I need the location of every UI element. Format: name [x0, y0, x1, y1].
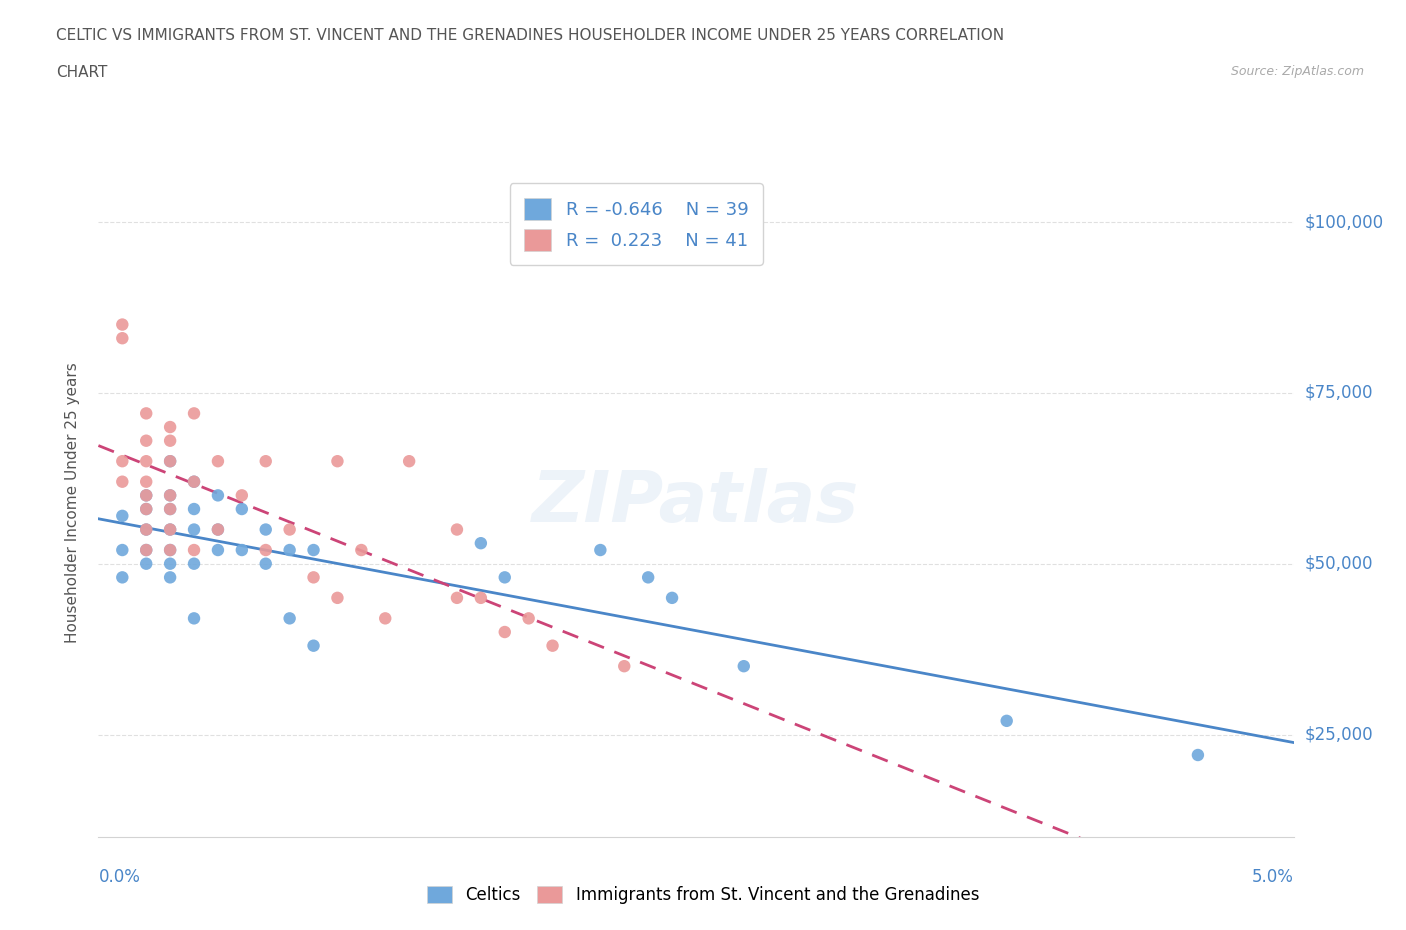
Point — [159, 556, 181, 571]
Text: $50,000: $50,000 — [1305, 554, 1374, 573]
Point — [446, 591, 468, 605]
Text: $25,000: $25,000 — [1305, 725, 1374, 743]
Point — [135, 474, 157, 489]
Text: CELTIC VS IMMIGRANTS FROM ST. VINCENT AND THE GRENADINES HOUSEHOLDER INCOME UNDE: CELTIC VS IMMIGRANTS FROM ST. VINCENT AN… — [56, 28, 1004, 43]
Legend: R = -0.646    N = 39, R =  0.223    N = 41: R = -0.646 N = 39, R = 0.223 N = 41 — [509, 183, 763, 265]
Point — [254, 522, 277, 537]
Point — [326, 591, 349, 605]
Point — [135, 488, 157, 503]
Text: CHART: CHART — [56, 65, 108, 80]
Point — [183, 474, 205, 489]
Text: $75,000: $75,000 — [1305, 384, 1374, 402]
Point — [159, 522, 181, 537]
Point — [159, 570, 181, 585]
Point — [135, 556, 157, 571]
Point — [1187, 748, 1209, 763]
Point — [207, 542, 229, 557]
Point — [207, 488, 229, 503]
Point — [183, 474, 205, 489]
Point — [135, 542, 157, 557]
Point — [159, 488, 181, 503]
Point — [135, 501, 157, 516]
Point — [135, 522, 157, 537]
Point — [637, 570, 659, 585]
Point — [183, 542, 205, 557]
Point — [183, 611, 205, 626]
Point — [135, 405, 157, 420]
Point — [135, 454, 157, 469]
Point — [446, 522, 468, 537]
Point — [254, 454, 277, 469]
Point — [183, 405, 205, 420]
Point — [995, 713, 1018, 728]
Point — [159, 488, 181, 503]
Point — [135, 488, 157, 503]
Point — [111, 509, 134, 524]
Text: 0.0%: 0.0% — [98, 868, 141, 885]
Point — [517, 611, 540, 626]
Point — [159, 501, 181, 516]
Point — [278, 611, 301, 626]
Point — [374, 611, 396, 626]
Point — [278, 542, 301, 557]
Point — [159, 419, 181, 434]
Point — [111, 474, 134, 489]
Point — [254, 542, 277, 557]
Point — [494, 625, 516, 640]
Point — [278, 522, 301, 537]
Text: ZIPatlas: ZIPatlas — [533, 468, 859, 537]
Point — [231, 488, 253, 503]
Point — [589, 542, 612, 557]
Point — [326, 454, 349, 469]
Point — [302, 542, 325, 557]
Point — [111, 331, 134, 346]
Point — [183, 501, 205, 516]
Point — [470, 591, 492, 605]
Point — [135, 522, 157, 537]
Point — [183, 522, 205, 537]
Point — [733, 658, 755, 673]
Point — [183, 556, 205, 571]
Point — [398, 454, 420, 469]
Y-axis label: Householder Income Under 25 years: Householder Income Under 25 years — [65, 362, 80, 643]
Point — [159, 454, 181, 469]
Text: 5.0%: 5.0% — [1251, 868, 1294, 885]
Point — [159, 501, 181, 516]
Point — [541, 638, 564, 653]
Point — [613, 658, 636, 673]
Point — [159, 522, 181, 537]
Point — [159, 433, 181, 448]
Point — [135, 542, 157, 557]
Point — [661, 591, 683, 605]
Point — [494, 570, 516, 585]
Point — [111, 454, 134, 469]
Point — [207, 522, 229, 537]
Point — [111, 570, 134, 585]
Text: $100,000: $100,000 — [1305, 213, 1384, 231]
Point — [302, 570, 325, 585]
Point — [207, 522, 229, 537]
Text: Source: ZipAtlas.com: Source: ZipAtlas.com — [1230, 65, 1364, 78]
Point — [111, 542, 134, 557]
Point — [159, 542, 181, 557]
Point — [470, 536, 492, 551]
Point — [350, 542, 373, 557]
Point — [135, 433, 157, 448]
Point — [135, 501, 157, 516]
Legend: Celtics, Immigrants from St. Vincent and the Grenadines: Celtics, Immigrants from St. Vincent and… — [419, 878, 987, 912]
Point — [111, 317, 134, 332]
Point — [159, 542, 181, 557]
Point — [207, 454, 229, 469]
Point — [231, 501, 253, 516]
Point — [231, 542, 253, 557]
Point — [302, 638, 325, 653]
Point — [254, 556, 277, 571]
Point — [159, 454, 181, 469]
